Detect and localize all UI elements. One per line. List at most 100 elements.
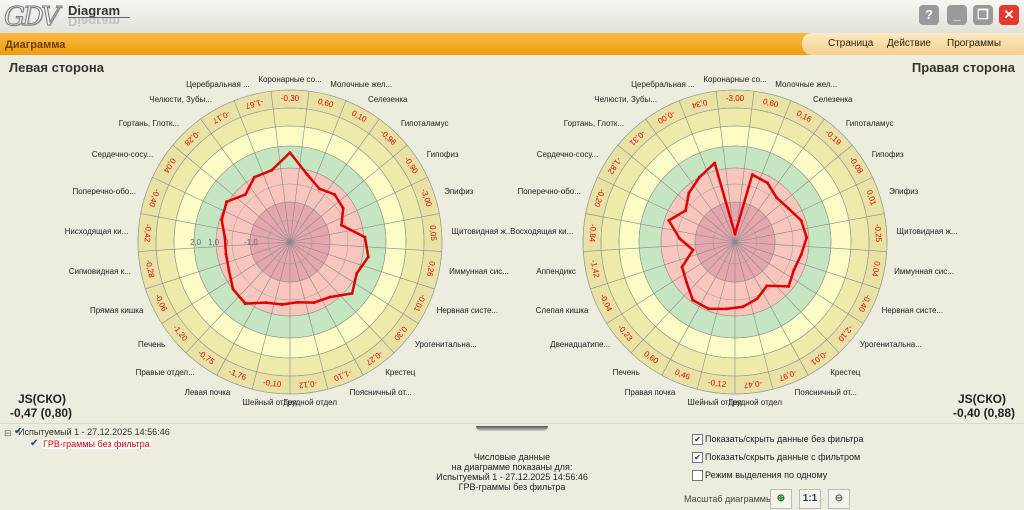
left-spoke (289, 144, 408, 243)
right-value-label: -0,84 (588, 224, 598, 243)
right-data-point (687, 191, 691, 195)
right-spoke (583, 241, 736, 252)
right-sector-name: Урогенитальна... (859, 340, 922, 350)
right-sector-name: Гипоталамус (845, 118, 894, 128)
tree-series[interactable]: ГРВ-граммы без фильтра (42, 439, 151, 449)
left-spoke (172, 144, 291, 243)
right-data-point (805, 235, 809, 239)
left-spoke (216, 241, 291, 376)
right-value-label: -0,12 (708, 378, 728, 389)
restore-icon[interactable]: ❐ (973, 5, 993, 25)
left-scale-label: 0 (224, 238, 229, 247)
left-sector-name: Гортань, Глотк... (118, 118, 180, 128)
menu-action[interactable]: Действие (887, 38, 931, 49)
right-value-label: -0,47 (743, 379, 763, 390)
single-select-label: Режим выделения по одному (705, 470, 828, 480)
right-sector-name: Щитовидная ж... (896, 226, 958, 236)
right-side-title: Правая сторона (911, 60, 1015, 75)
main-menu: Страница Действие Программы (802, 33, 1024, 55)
left-spoke (289, 177, 428, 243)
right-data-point (684, 280, 688, 284)
left-scale-label: 2,0 (190, 238, 202, 247)
right-spoke (734, 100, 792, 243)
right-value-label: -1,42 (589, 259, 601, 279)
left-radar-chart: -0,30 0,600,10-0,96-0,90-3,000,050,26-0,0… (137, 89, 443, 395)
left-sector-name: Поясничный от... (349, 387, 412, 397)
zoom-out-icon[interactable]: ⊖ (828, 489, 850, 509)
right-spoke (734, 91, 755, 243)
right-sector-name: Поясничный от... (794, 387, 857, 397)
left-data-point (363, 235, 367, 239)
series-check-icon[interactable]: ✔ (30, 438, 39, 449)
tree-check-icon[interactable]: ✔ (14, 426, 23, 437)
tree-subject[interactable]: Испытуемый 1 - 27.12.2025 14:56:46 (18, 427, 170, 437)
right-spoke (585, 213, 736, 243)
left-data-point (312, 301, 316, 305)
left-sector-name: Прямая кишка (89, 305, 144, 315)
left-sector-name: Правые отдел... (135, 368, 195, 378)
page-title: Диаграмма (5, 39, 66, 51)
right-spoke (734, 177, 873, 243)
close-icon[interactable]: ✕ (999, 5, 1019, 25)
right-spoke (734, 118, 825, 243)
left-data-point (220, 218, 224, 222)
left-js-label: JS(СКО) (18, 392, 66, 406)
minimize-icon[interactable]: _ (947, 5, 967, 25)
left-spoke (289, 118, 380, 243)
right-data-point (765, 181, 769, 185)
app-name: Diagram (68, 3, 121, 18)
left-spoke (289, 241, 395, 354)
zoom-label: Масштаб диаграммы (684, 494, 773, 504)
left-sector-name: Шейный отдел (242, 397, 297, 407)
right-sector-name: Аппендикс (536, 267, 576, 277)
single-select-checkbox[interactable] (692, 470, 703, 481)
left-sector-name: Печень (138, 340, 166, 350)
app-logo: GDV (4, 2, 61, 33)
right-spoke (734, 241, 887, 252)
left-spoke (289, 241, 329, 390)
left-value-label: 0,05 (428, 225, 438, 242)
help-icon[interactable]: ? (919, 5, 939, 25)
right-spoke (734, 241, 774, 390)
zoom-reset-button[interactable]: 1:1 (799, 489, 821, 509)
show-unfiltered-label: Показать/скрыть данные без фильтра (705, 434, 864, 444)
right-data-point (684, 209, 688, 213)
right-data-point (786, 206, 790, 210)
left-data-point (341, 206, 345, 210)
show-unfiltered-checkbox[interactable]: ✔ (692, 434, 703, 445)
toolbar: Страница Действие Программы (0, 33, 1024, 55)
right-spoke (696, 241, 736, 390)
left-spoke (289, 241, 364, 376)
left-data-point (288, 151, 292, 155)
right-data-point (741, 305, 745, 309)
right-sector-name: Нервная систе... (881, 305, 944, 315)
show-filtered-checkbox[interactable]: ✔ (692, 452, 703, 463)
right-data-point (667, 218, 671, 222)
right-spoke (617, 144, 736, 243)
left-data-point (350, 291, 354, 295)
left-sector-name: Эпифиз (444, 186, 474, 196)
left-sector-name: Челюсти, Зубы... (149, 95, 212, 105)
right-spoke (630, 241, 736, 354)
right-data-point (775, 196, 779, 200)
info-text: Числовые данные на диаграмме показаны дл… (410, 452, 614, 492)
right-spoke (715, 91, 736, 243)
right-data-point (678, 237, 682, 241)
left-sector-name: Коронарные со... (258, 75, 322, 84)
menu-programs[interactable]: Программы (947, 38, 1002, 49)
menu-page[interactable]: Страница (828, 38, 874, 49)
left-sector-name: Церебральная ... (186, 80, 250, 90)
right-sector-name: Церебральная ... (631, 80, 695, 90)
zoom-in-icon[interactable]: ⊕ (770, 489, 792, 509)
right-sector-name: Поперечно-обо... (517, 186, 581, 196)
left-data-point (355, 271, 359, 275)
info-line-4: ГРВ-граммы без фильтра (458, 482, 566, 492)
left-data-point (340, 223, 344, 227)
right-sector-name: Восходящая ки... (510, 226, 574, 236)
left-scale-label: 1,0 (208, 238, 220, 247)
left-sector-name: Гипоталамус (400, 118, 449, 128)
tree-collapse-icon[interactable]: ⊟ (4, 428, 12, 438)
left-sector-name: Сердечно-сосу... (91, 150, 154, 160)
right-sector-name: Сердечно-сосу... (536, 150, 599, 160)
panel-splitter[interactable] (476, 426, 548, 431)
